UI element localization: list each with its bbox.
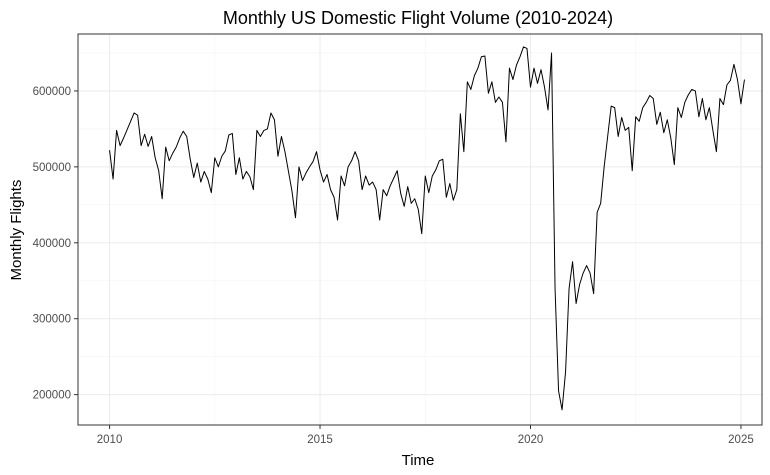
x-tick-label: 2010 [97, 434, 123, 446]
y-tick-label: 400000 [33, 238, 71, 250]
y-tick-label: 600000 [33, 86, 71, 98]
chart-title: Monthly US Domestic Flight Volume (2010-… [223, 8, 613, 28]
x-tick-label: 2020 [518, 434, 544, 446]
grid [78, 34, 762, 425]
y-tick-label: 500000 [33, 162, 71, 174]
x-tick-label: 2015 [307, 434, 333, 446]
series-line [109, 46, 745, 411]
x-tick-label: 2025 [728, 434, 754, 446]
x-axis-label: Time [402, 452, 435, 469]
x-axis: 2010 2015 2020 2025 [97, 425, 754, 446]
y-tick-label: 300000 [33, 314, 71, 326]
y-axis-label: Monthly Flights [8, 180, 25, 281]
plot-panel [77, 33, 763, 426]
y-tick-label: 200000 [33, 390, 71, 402]
y-axis: 200000 300000 400000 500000 600000 [33, 86, 78, 402]
